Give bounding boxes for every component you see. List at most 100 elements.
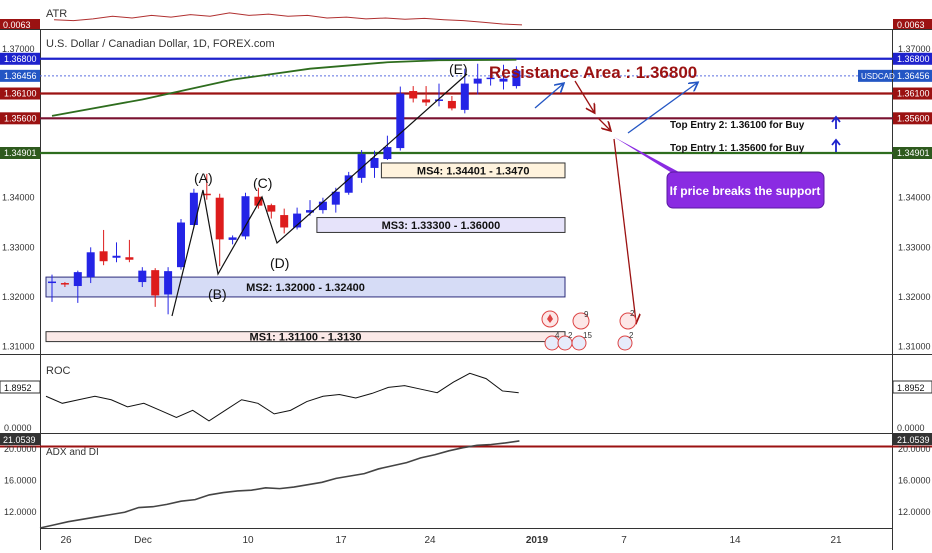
- ca-flag-icon[interactable]: [572, 312, 590, 330]
- price-badge-right: [893, 87, 932, 100]
- candle-body: [112, 255, 121, 258]
- roc-line: [45, 372, 519, 422]
- x-tick-label: 7: [621, 535, 627, 546]
- roc-pane: ROC 1.8952 1.8952 0.0000 0.0000: [0, 365, 932, 433]
- price-pane: U.S. Dollar / Canadian Dollar, 1D, FOREX…: [0, 30, 932, 550]
- price-badge-text: 1.36100: [4, 89, 37, 99]
- candle-body: [499, 78, 508, 82]
- price-badge-left: [0, 87, 40, 100]
- down-arrow-1: [574, 80, 594, 112]
- callout-text: If price breaks the support: [670, 184, 821, 198]
- zone-0: [380, 162, 566, 179]
- x-tick-label: 26: [60, 535, 72, 546]
- price-badge-left: [0, 112, 40, 125]
- candle-body: [189, 192, 198, 225]
- atr-line: [53, 12, 523, 26]
- svg-text:15: 15: [583, 331, 592, 340]
- price-scale-ticks: 1.31000 1.31000 1.32000 1.32000 1.33000 1.330…: [2, 44, 931, 352]
- x-axis-ticks: 26 Dec 10 17 24 2019 7 14 21: [60, 535, 842, 546]
- wave-label-b: (B): [208, 286, 227, 302]
- candle-body: [99, 251, 108, 262]
- moving-average-line: [51, 58, 517, 117]
- price-tick-right: 1.33000: [898, 242, 931, 252]
- us-flag-icon[interactable]: [571, 335, 587, 351]
- wave-label-e: (E): [449, 61, 468, 77]
- price-badge-right: [893, 69, 932, 82]
- candle-body: [318, 201, 327, 211]
- adx-line: [39, 440, 520, 529]
- candle-body: [383, 147, 392, 160]
- entry-2-label: Top Entry 2: 1.36100 for Buy: [670, 120, 805, 131]
- roc-zero-left: 0.0000: [4, 423, 32, 433]
- candle-body: [422, 99, 431, 103]
- price-tick-left: 1.31000: [2, 342, 35, 352]
- adx-title: ADX and DI: [46, 447, 99, 458]
- zone-label-3: MS1: 1.31100 - 1.3130: [250, 332, 362, 344]
- candle-body: [280, 215, 289, 228]
- x-tick-label: 17: [335, 535, 347, 546]
- roc-right-badge: [892, 380, 932, 394]
- candle-body: [125, 257, 134, 260]
- x-tick-label: 24: [424, 535, 436, 546]
- price-badge-right: [893, 52, 932, 65]
- candle-body: [215, 197, 224, 240]
- price-badges: 1.36800 1.36800 1.36456 1.36456 1.36100 1.361…: [0, 52, 932, 160]
- price-badge-text: 1.36456: [4, 71, 37, 81]
- candle-body: [409, 91, 418, 99]
- candle-body: [177, 222, 185, 268]
- candle-body: [460, 83, 469, 110]
- price-badge-right: [893, 147, 932, 160]
- roc-zero-right: 0.0000: [897, 423, 925, 433]
- price-badge-left: [0, 52, 40, 65]
- zone-1: [316, 217, 566, 233]
- wave-label-d: (D): [270, 255, 289, 271]
- candle-body: [512, 70, 521, 87]
- wave-label-c: (C): [253, 175, 272, 191]
- candle-body: [473, 78, 482, 84]
- x-tick-label: Dec: [134, 535, 152, 546]
- economic-event-icons[interactable]: 9 2 4 2 15 2: [541, 309, 637, 351]
- price-badge-right: [893, 112, 932, 125]
- price-badge-text: 1.34901: [4, 148, 37, 158]
- us-flag-icon[interactable]: [617, 335, 633, 351]
- price-tick-left: 1.32000: [2, 292, 35, 302]
- candle-body: [447, 100, 456, 109]
- candle-body: [306, 210, 314, 213]
- support-zones: MS4: 1.34401 - 1.3470 MS3: 1.33300 - 1.36…: [45, 162, 566, 344]
- svg-text:9: 9: [584, 310, 589, 319]
- adx-tick-right: 16.0000: [898, 476, 931, 486]
- ca-flag-icon[interactable]: [619, 312, 637, 330]
- adx-tick-left: 16.0000: [4, 476, 37, 486]
- candle-body: [344, 175, 353, 193]
- candle-body: [396, 93, 405, 149]
- price-badge-text: 1.36456: [897, 71, 930, 81]
- down-arrow-2: [597, 117, 610, 130]
- price-badge-text: 1.36800: [897, 54, 930, 64]
- wave-label-a: (A): [194, 170, 213, 186]
- adx-right-badge: [893, 434, 932, 445]
- price-badge-text: 1.34901: [897, 148, 930, 158]
- zone-label-1: MS3: 1.33300 - 1.36000: [382, 220, 501, 232]
- up-arrow-2: [627, 83, 697, 134]
- adx-tick-left: 20.0000: [4, 444, 37, 454]
- x-tick-label: 14: [729, 535, 741, 546]
- buy-arrow-icon-2: [831, 115, 841, 129]
- x-tick-label: 21: [830, 535, 842, 546]
- candle-body: [435, 99, 443, 101]
- candle-body: [267, 205, 276, 212]
- price-tick-right: 1.32000: [898, 292, 931, 302]
- resistance-label: Resistance Area : 1.36800: [489, 63, 697, 82]
- price-tick-left: 1.34000: [2, 193, 35, 203]
- price-tick-left: 1.37000: [2, 44, 35, 54]
- candle-body: [241, 196, 250, 237]
- candle-body: [138, 270, 147, 283]
- wave-zigzag: [171, 73, 468, 317]
- svg-text:2: 2: [630, 309, 635, 318]
- zone-2: [45, 276, 566, 298]
- adx-left-value: 21.0539: [3, 435, 36, 445]
- adx-left-badge: [0, 434, 40, 445]
- price-badge-left: [0, 69, 40, 82]
- candle-body: [228, 237, 237, 240]
- price-tick-right: 1.31000: [898, 342, 931, 352]
- candle-body: [86, 252, 95, 278]
